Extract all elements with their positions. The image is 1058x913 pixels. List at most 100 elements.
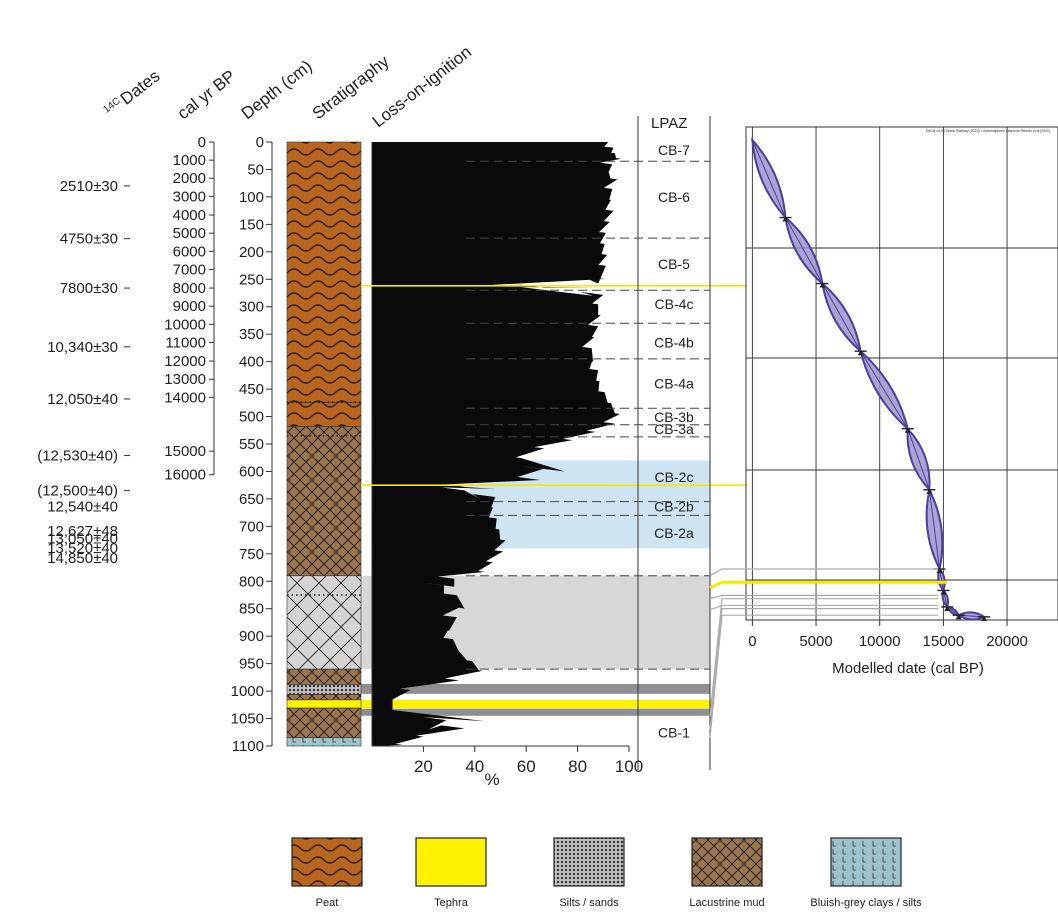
strat-layer-5 <box>286 684 362 695</box>
band-tephra-4 <box>361 699 710 709</box>
loi-x-label: % <box>484 770 499 789</box>
depth-tick-label: 250 <box>239 271 264 288</box>
cal-bp-tick-label: 6000 <box>173 243 206 260</box>
c14-date-label: 10,340±30 <box>47 339 118 356</box>
header-lpaz: LPAZ <box>651 115 687 132</box>
cal-bp-tick-label: 12000 <box>164 353 206 370</box>
model-connector <box>709 607 938 730</box>
loi-area <box>372 142 622 746</box>
model-median <box>785 217 823 284</box>
header-c14-dates: 14CDates <box>101 66 164 121</box>
model-median <box>751 139 786 218</box>
strat-layer-9 <box>286 737 362 747</box>
cal-bp-tick-label: 8000 <box>173 280 206 297</box>
model-date-triangle <box>926 488 933 494</box>
c14-date-label: 12,050±40 <box>47 391 118 408</box>
c14-date-label: (12,500±40) <box>37 483 118 500</box>
depth-tick-label: 850 <box>239 601 264 618</box>
stratigraphy-column <box>286 141 362 747</box>
cal-bp-tick-label: 10000 <box>164 316 206 333</box>
model-median <box>821 283 862 352</box>
model-connector <box>709 614 938 738</box>
cal-bp-tick-label: 1000 <box>173 152 206 169</box>
loi-x-tick-label: 20 <box>414 757 433 776</box>
legend-swatch-tephra <box>415 837 487 887</box>
c14-date-label: 7800±30 <box>60 280 118 297</box>
cal-bp-tick-label: 2000 <box>173 170 206 187</box>
cal-bp-tick-label: 0 <box>198 134 206 151</box>
legend-label: Tephra <box>434 897 469 909</box>
cal-bp-tick-label: 11000 <box>165 334 206 351</box>
depth-tick-label: 1100 <box>232 738 264 755</box>
age-depth-model-plot: 0 5000 10000 15000 20000 <box>709 126 1058 738</box>
legend-label: Bluish-grey clays / silts <box>810 897 922 909</box>
cal-bp-tick-label: 13000 <box>164 371 206 388</box>
legend-swatch-peat <box>291 837 363 887</box>
depth-tick-label: 350 <box>239 326 264 343</box>
loi-x-tick-label: 100 <box>615 757 643 776</box>
model-date-triangle <box>940 589 947 595</box>
header-loi: Loss-on-ignition <box>369 42 475 131</box>
cal-bp-tick-label: 4000 <box>173 207 206 224</box>
band-dark-grey-3 <box>361 708 710 716</box>
model-x-tick-label: 0 <box>748 633 756 650</box>
lpaz-zone-label: CB-2a <box>654 525 694 541</box>
loi-x-tick-label: 60 <box>517 757 536 776</box>
cal-bp-tick-label: 3000 <box>173 188 206 205</box>
model-x-tick-label: 5000 <box>799 633 832 650</box>
model-x-label: Modelled date (cal BP) <box>832 660 984 677</box>
depth-tick-label: 400 <box>239 354 264 371</box>
c14-date-label: 4750±30 <box>60 231 118 248</box>
cal-bp-tick-label: 15000 <box>164 443 206 460</box>
lpaz-zone-label: CB-4c <box>655 296 694 312</box>
legend-label: Silts / sands <box>559 897 619 909</box>
model-date-triangle <box>819 282 826 288</box>
c14-date-label: (12,530±40) <box>37 448 118 465</box>
depth-tick-label: 750 <box>239 546 264 563</box>
model-median <box>928 489 941 570</box>
model-median <box>907 428 930 490</box>
model-date-triangle <box>981 615 988 621</box>
depth-axis: 0 50 100 150 200 250 300 350 400 450 500 550 600 650 7… <box>231 134 273 755</box>
model-date-triangle <box>936 568 943 573</box>
lpaz-zone-label: CB-3a <box>654 421 694 437</box>
strat-layer-1 <box>286 401 362 427</box>
depth-tick-label: 100 <box>239 189 264 206</box>
model-frame <box>745 126 1058 621</box>
model-connector <box>709 598 938 716</box>
depth-tick-label: 600 <box>239 463 264 480</box>
header-cal-bp: cal yr BP <box>174 66 239 123</box>
lpaz-zone-label: CB-1 <box>658 724 690 740</box>
c14-date-label: 12,627±48 <box>47 523 118 540</box>
depth-tick-label: 200 <box>239 244 264 261</box>
depth-tick-label: 450 <box>239 381 264 398</box>
c14-date-label: 14,850±40 <box>47 550 118 567</box>
header-depth: Depth (cm) <box>238 56 316 123</box>
lpaz-zone-label: CB-2b <box>654 499 694 515</box>
lpaz-zone-label: CB-4a <box>654 376 694 392</box>
c14-date-label: 13,050±40 <box>47 530 118 547</box>
depth-tick-label: 900 <box>239 628 264 645</box>
strat-layer-2 <box>286 426 362 577</box>
legend-swatch-mud <box>691 837 763 887</box>
model-date-triangle <box>857 350 864 356</box>
cal-bp-tick-label: 14000 <box>164 389 206 406</box>
model-date-triangle <box>944 605 951 611</box>
loi-x-tick-label: 40 <box>465 757 484 776</box>
legend-label: Peat <box>316 897 339 909</box>
strat-layer-3 <box>286 575 362 670</box>
legend: Peat Tephra Silts / sands Lacustrine mud Blu… <box>291 837 922 909</box>
loi-x-tick-label: 80 <box>568 757 587 776</box>
lpaz-zone-label: CB-5 <box>658 256 690 272</box>
lpaz-zone-label: CB-2c <box>655 469 694 485</box>
model-date-triangle <box>904 427 911 433</box>
model-connector <box>709 580 947 590</box>
model-median <box>946 606 959 616</box>
model-date-triangle <box>955 614 962 620</box>
strat-layer-0 <box>286 141 362 403</box>
depth-tick-label: 300 <box>239 299 264 316</box>
model-connector <box>709 568 938 577</box>
